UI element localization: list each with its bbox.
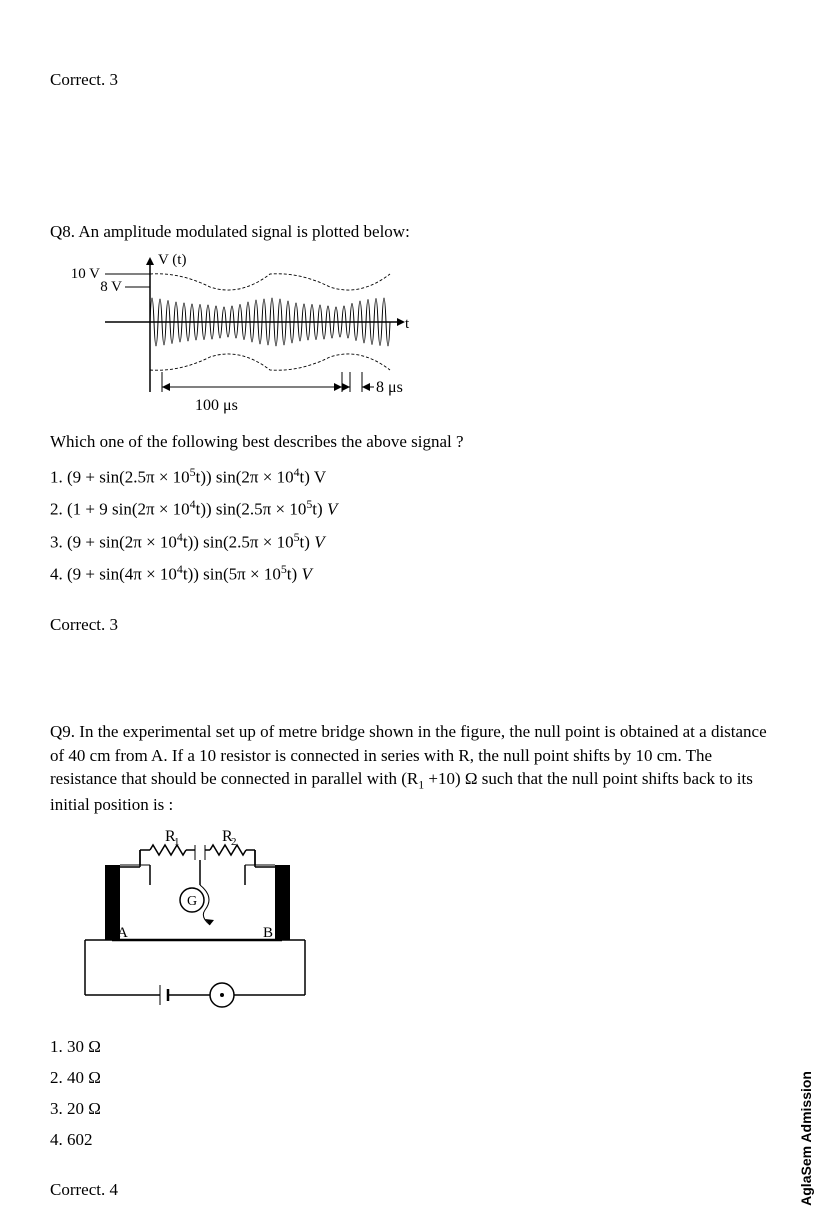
q8-answer: Correct. 3	[50, 615, 776, 635]
svg-text:B: B	[263, 925, 273, 941]
q8-option-2: 2. (1 + 9 sin(2π × 104t)) sin(2.5π × 105…	[50, 494, 776, 525]
q8-option-1: 1. (9 + sin(2.5π × 105t)) sin(2π × 104t)…	[50, 462, 776, 493]
q8-followup: Which one of the following best describe…	[50, 430, 776, 454]
q9-answer: Correct. 4	[50, 1180, 776, 1200]
svg-text:100 μs: 100 μs	[195, 397, 238, 414]
q8-option-3: 3. (9 + sin(2π × 104t)) sin(2.5π × 105t)…	[50, 527, 776, 558]
svg-text:G: G	[187, 894, 197, 909]
q9-options: 1. 30 Ω 2. 40 Ω 3. 20 Ω 4. 602	[50, 1033, 776, 1155]
svg-text:8 V: 8 V	[100, 279, 122, 295]
q8-am-diagram: V (t) t 10 V 8 V	[50, 252, 776, 422]
q9-prompt: Q9. In the experimental set up of metre …	[50, 720, 776, 817]
q8-options: 1. (9 + sin(2.5π × 105t)) sin(2π × 104t)…	[50, 462, 776, 590]
q8-block: Q8. An amplitude modulated signal is plo…	[50, 220, 776, 635]
q8-prompt: Q8. An amplitude modulated signal is plo…	[50, 220, 776, 244]
svg-text:t: t	[405, 316, 410, 332]
q9-option-3: 3. 20 Ω	[50, 1095, 776, 1124]
svg-text:10 V: 10 V	[71, 266, 100, 282]
svg-text:V (t): V (t)	[158, 252, 186, 268]
q9-block: Q9. In the experimental set up of metre …	[50, 720, 776, 1200]
watermark-text: AglaSem Admission	[798, 1071, 814, 1206]
q9-option-1: 1. 30 Ω	[50, 1033, 776, 1062]
q9-option-2: 2. 40 Ω	[50, 1064, 776, 1093]
svg-text:8 μs: 8 μs	[376, 379, 403, 396]
q9-bridge-diagram: R 1 R 2	[50, 825, 776, 1025]
q9-option-4: 4. 602	[50, 1126, 776, 1155]
svg-text:A: A	[117, 925, 128, 941]
q8-option-4: 4. (9 + sin(4π × 104t)) sin(5π × 105t) V	[50, 559, 776, 590]
q7-answer: Correct. 3	[50, 70, 776, 90]
